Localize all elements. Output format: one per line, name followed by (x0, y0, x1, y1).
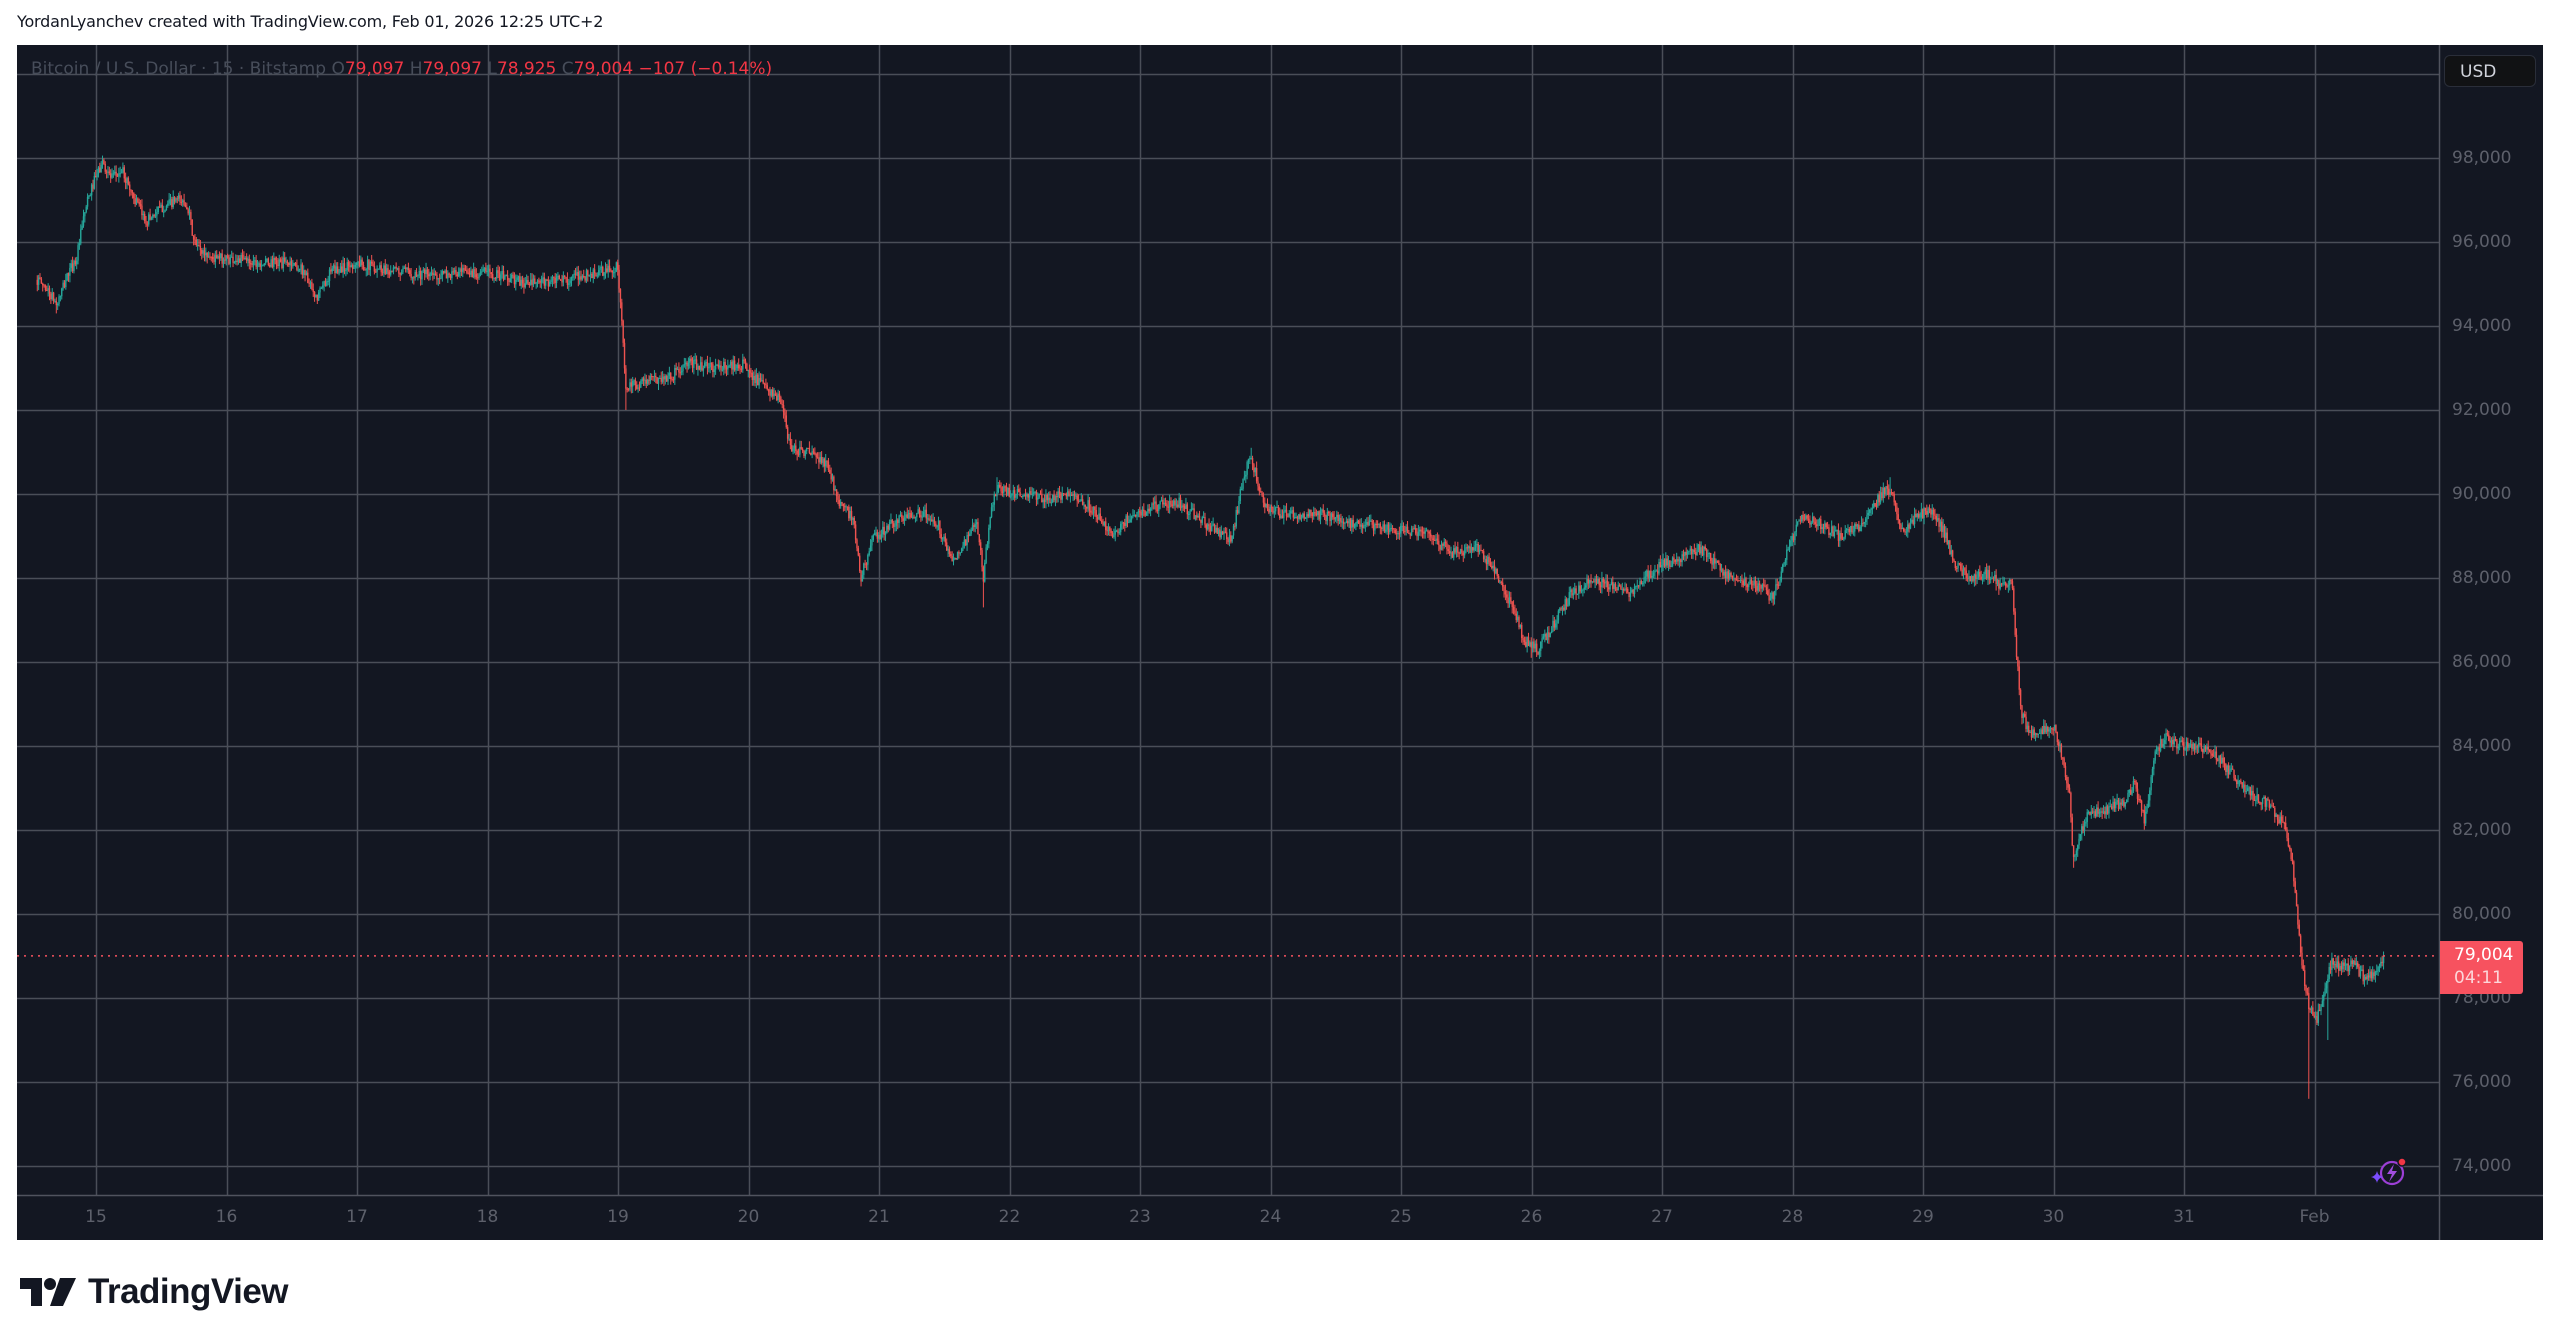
chart-panel[interactable]: Bitcoin / U.S. Dollar · 15 · Bitstamp O7… (17, 45, 2543, 1240)
symbol-legend: Bitcoin / U.S. Dollar · 15 · Bitstamp O7… (31, 59, 772, 79)
high-label: H (409, 59, 423, 79)
time-tick-label: 15 (85, 1207, 107, 1227)
open-value: 79,097 (344, 59, 405, 79)
time-tick-label: 24 (1259, 1207, 1282, 1227)
bar-countdown: 04:11 (2454, 967, 2503, 988)
low-value: 78,925 (496, 59, 557, 79)
price-tick-label: 74,000 (2452, 1156, 2512, 1176)
price-tick-label: 82,000 (2452, 820, 2512, 840)
time-tick-label: 22 (998, 1207, 1021, 1227)
low-label: L (487, 59, 497, 79)
currency-button[interactable]: USD (2444, 55, 2536, 87)
last-price-tag: 79,004 04:11 (2440, 940, 2523, 994)
time-tick-label: 16 (215, 1207, 238, 1227)
time-tick-label: 23 (1129, 1207, 1151, 1227)
price-tick-label: 76,000 (2452, 1072, 2512, 1092)
tradingview-logo: TradingView (20, 1272, 289, 1311)
candles (36, 155, 2385, 1099)
price-tick-label: 84,000 (2452, 736, 2512, 756)
last-price-value: 79,004 (2454, 944, 2514, 965)
price-tick-label: 90,000 (2452, 484, 2512, 504)
time-tick-label: 20 (737, 1207, 760, 1227)
time-tick-label: Feb (2299, 1207, 2330, 1227)
time-tick-label: 21 (868, 1207, 890, 1227)
time-tick-label: 17 (346, 1207, 368, 1227)
open-label: O (331, 59, 345, 79)
price-tick-label: 86,000 (2452, 652, 2512, 672)
high-value: 79,097 (422, 59, 482, 79)
price-tick-label: 96,000 (2452, 232, 2512, 252)
change-value: −107 (−0.14%) (638, 59, 773, 79)
grid-lines (17, 45, 2543, 1240)
symbol-name[interactable]: Bitcoin / U.S. Dollar · 15 · Bitstamp (31, 59, 327, 79)
time-tick-label: 31 (2173, 1207, 2195, 1227)
price-tick-label: 92,000 (2452, 400, 2512, 420)
price-tick-label: 88,000 (2452, 568, 2512, 588)
close-label: C (561, 59, 574, 79)
time-tick-label: 28 (1781, 1207, 1804, 1227)
chart-attribution: YordanLyanchev created with TradingView.… (17, 12, 604, 31)
candlestick-chart[interactable] (17, 45, 2543, 1240)
time-tick-label: 25 (1390, 1207, 1412, 1227)
time-tick-label: 27 (1651, 1207, 1673, 1227)
tradingview-logo-icon (20, 1278, 76, 1306)
time-tick-label: 26 (1520, 1207, 1543, 1227)
price-tick-label: 94,000 (2452, 316, 2512, 336)
price-tick-label: 98,000 (2452, 148, 2512, 168)
sparkle-lightning-icon[interactable] (2367, 1153, 2411, 1193)
price-tick-label: 80,000 (2452, 904, 2512, 924)
time-tick-label: 29 (1912, 1207, 1934, 1227)
close-value: 79,004 (573, 59, 634, 79)
tradingview-wordmark: TradingView (88, 1272, 289, 1311)
time-tick-label: 30 (2042, 1207, 2065, 1227)
time-tick-label: 18 (476, 1207, 499, 1227)
time-tick-label: 19 (607, 1207, 629, 1227)
